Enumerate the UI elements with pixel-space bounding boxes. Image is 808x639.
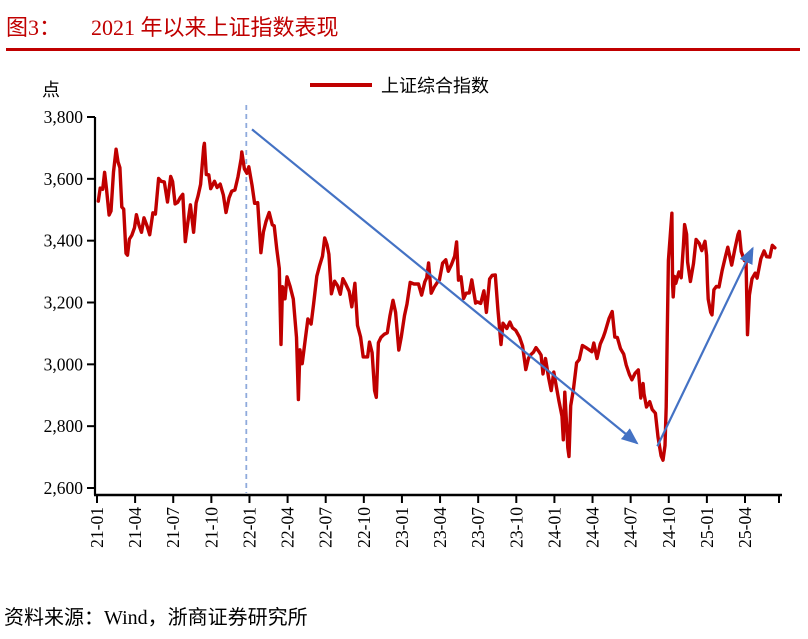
- uptrend-arrow: [656, 246, 754, 447]
- x-tick-label: 24-04: [583, 507, 603, 548]
- x-tick-label: 25-01: [697, 507, 717, 548]
- x-tick-label: 24-07: [621, 507, 641, 548]
- y-tick-label: 3,600: [44, 169, 84, 189]
- index-line-series: [96, 141, 777, 462]
- y-tick-label: 3,200: [44, 293, 84, 313]
- figure-header: 图3： 2021 年以来上证指数表现: [6, 10, 339, 42]
- x-tick-label: 24-01: [544, 507, 564, 548]
- x-tick-label: 22-04: [278, 507, 298, 548]
- x-tick-label: 23-04: [430, 507, 450, 548]
- legend-series-label: 上证综合指数: [381, 76, 489, 96]
- x-tick-label: 21-10: [201, 507, 221, 548]
- x-tick-label: 23-10: [506, 507, 526, 548]
- x-tick-label: 22-07: [316, 507, 336, 548]
- x-tick-label: 21-01: [87, 507, 107, 548]
- y-tick-label: 3,000: [44, 354, 84, 374]
- x-tick-label: 22-10: [354, 507, 374, 548]
- x-tick-label: 21-04: [125, 507, 145, 548]
- y-axis-unit-label: 点: [42, 80, 60, 100]
- x-tick-label: 23-07: [468, 507, 488, 548]
- x-tick-label: 24-10: [659, 507, 679, 548]
- y-tick-label: 2,800: [44, 416, 84, 436]
- y-tick-label: 3,400: [44, 231, 84, 251]
- source-note: 资料来源：Wind，浙商证券研究所: [4, 607, 308, 629]
- figure-label: 图3：: [6, 15, 62, 40]
- y-tick-label: 2,600: [44, 478, 84, 498]
- figure-title: 2021 年以来上证指数表现: [91, 15, 339, 40]
- x-tick-label: 21-07: [163, 507, 183, 548]
- x-tick-label: 25-04: [735, 507, 755, 548]
- legend-line-swatch: [310, 83, 372, 87]
- y-tick-label: 3,800: [44, 107, 84, 127]
- title-divider: [6, 48, 800, 51]
- downtrend-arrow: [251, 128, 639, 445]
- x-tick-label: 23-01: [392, 507, 412, 548]
- x-tick-label: 22-01: [239, 507, 259, 548]
- line-chart-canvas: 2,600 2,800 3,000 3,200 3,400 3,600 3,800 21-01…: [44, 105, 782, 548]
- legend: 上证综合指数: [310, 72, 489, 98]
